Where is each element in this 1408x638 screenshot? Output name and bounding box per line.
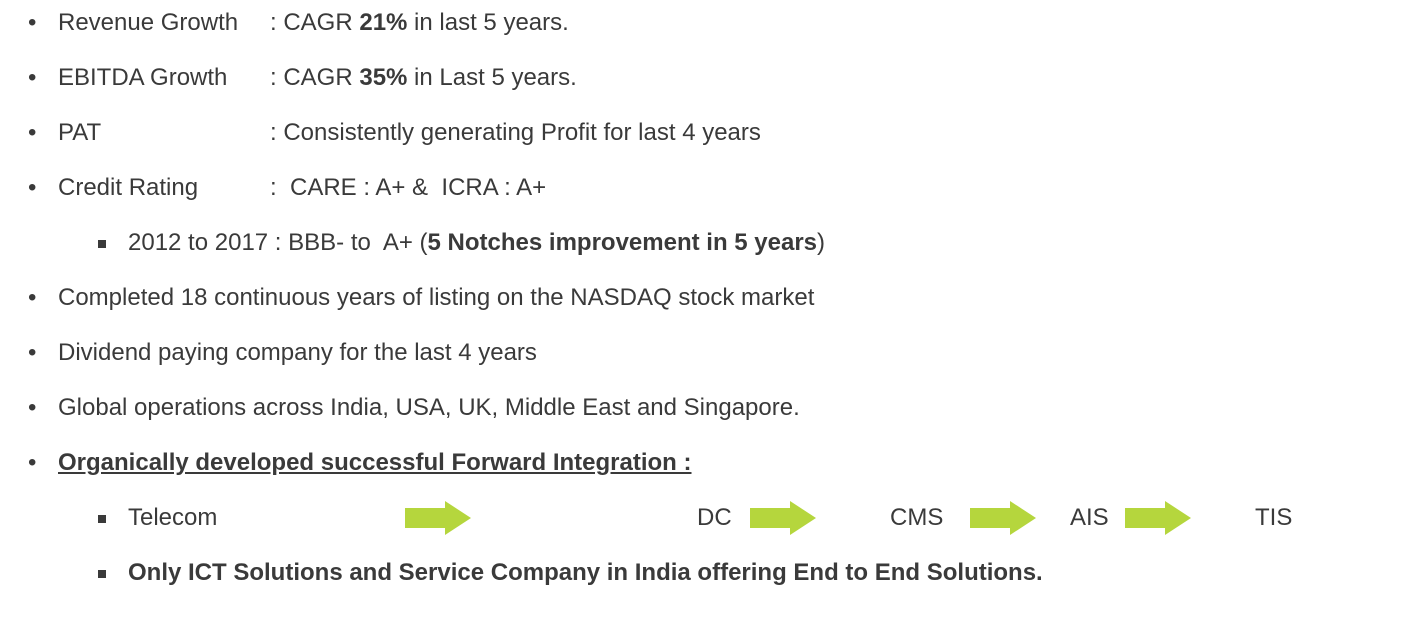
- bullet-text: Only ICT Solutions and Service Company i…: [128, 558, 1043, 588]
- flow-item: AIS: [1070, 504, 1109, 531]
- bullet: •: [28, 9, 37, 36]
- text-segment: : CAGR: [270, 9, 360, 36]
- bullet-text: 2012 to 2017 : BBB- to A+ (5 Notches imp…: [128, 228, 825, 258]
- arrow: [750, 501, 816, 535]
- flow-item: CMS: [890, 504, 944, 531]
- text-segment: Completed 18 continuous years of listing…: [58, 284, 815, 311]
- bullet-text: Global operations across India, USA, UK,…: [58, 393, 800, 423]
- bullet: •: [28, 119, 37, 146]
- bullet: •: [28, 394, 37, 421]
- text-segment: in Last 5 years.: [407, 64, 577, 91]
- flow-item: Telecom: [128, 504, 218, 531]
- bullet-text: Revenue Growth : CAGR 21% in last 5 years…: [58, 8, 569, 38]
- bullet: •: [28, 174, 37, 201]
- text-segment: ): [817, 229, 826, 256]
- arrow: [1125, 501, 1191, 535]
- text-segment: Organically developed successful Forward…: [58, 449, 692, 476]
- text-segment: 35%: [359, 64, 408, 91]
- bullet-text: Organically developed successful Forward…: [58, 448, 692, 478]
- arrow-shape: [405, 501, 471, 535]
- text-segment: 5 Notches improvement in 5 years: [427, 229, 818, 256]
- text-segment: : CARE : A+ & ICRA : A+: [270, 174, 547, 201]
- sub-bullet: [98, 240, 106, 248]
- text-segment: 2012 to 2017 : BBB- to A+ (: [128, 229, 428, 256]
- sub-bullet: [98, 570, 106, 578]
- arrow: [970, 501, 1036, 535]
- arrow-shape: [970, 501, 1036, 535]
- label: PAT: [58, 119, 102, 146]
- label: Revenue Growth: [58, 9, 239, 36]
- bullet-text: Credit Rating : CARE : A+ & ICRA : A+: [58, 173, 546, 203]
- bullet: •: [28, 449, 37, 476]
- bullet-text: Dividend paying company for the last 4 y…: [58, 338, 537, 368]
- flow-item: TIS: [1255, 504, 1293, 531]
- text-segment: 21%: [359, 9, 408, 36]
- label: Credit Rating: [58, 174, 199, 201]
- sub-bullet: [98, 515, 106, 523]
- flow-item: DC: [697, 504, 732, 531]
- label: EBITDA Growth: [58, 64, 228, 91]
- text-segment: in last 5 years.: [407, 9, 569, 36]
- bullet: •: [28, 64, 37, 91]
- arrow-shape: [750, 501, 816, 535]
- text-segment: Only ICT Solutions and Service Company i…: [128, 559, 1043, 586]
- arrow: [405, 501, 471, 535]
- bullet-text: Completed 18 continuous years of listing…: [58, 283, 814, 313]
- text-segment: : Consistently generating Profit for las…: [270, 119, 761, 146]
- bullet: •: [28, 339, 37, 366]
- bullet: •: [28, 284, 37, 311]
- arrow-shape: [1125, 501, 1191, 535]
- text-segment: : CAGR: [270, 64, 360, 91]
- text-segment: Dividend paying company for the last 4 y…: [58, 339, 537, 366]
- text-segment: Global operations across India, USA, UK,…: [58, 394, 800, 421]
- bullet-text: EBITDA Growth : CAGR 35% in Last 5 years.: [58, 63, 577, 93]
- bullet-text: PAT : Consistently generating Profit for …: [58, 118, 761, 148]
